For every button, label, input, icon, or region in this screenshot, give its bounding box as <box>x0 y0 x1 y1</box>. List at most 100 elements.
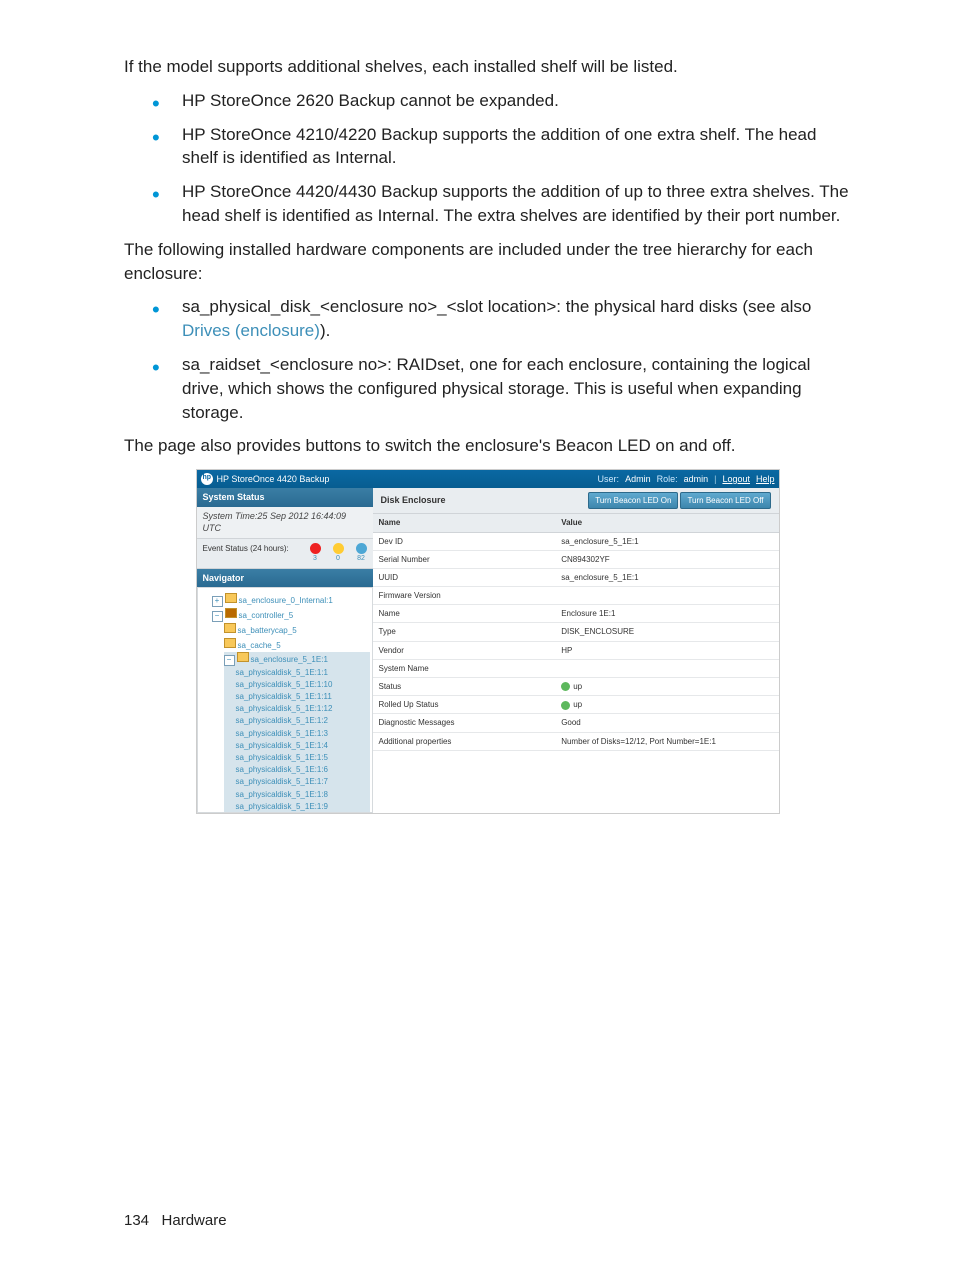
app-header: HP StoreOnce 4420 Backup User: Admin Rol… <box>197 470 779 488</box>
property-name: System Name <box>373 659 556 677</box>
warning-events-icon[interactable]: 0 <box>333 543 344 564</box>
tree-item[interactable]: sa_physicaldisk_5_1E:1:2 <box>236 715 370 726</box>
collapse-icon[interactable]: − <box>212 611 223 622</box>
tree-item[interactable]: sa_physicaldisk_5_1E:1:5 <box>236 752 370 763</box>
property-value: Good <box>555 714 778 732</box>
tree-item[interactable]: sa_batterycap_5 <box>224 623 370 636</box>
page-number: 134 <box>124 1212 149 1229</box>
content-header: Disk Enclosure Turn Beacon LED On Turn B… <box>373 488 779 514</box>
property-name: Serial Number <box>373 550 556 568</box>
table-row: Rolled Up Statusup <box>373 696 779 714</box>
right-panel: Disk Enclosure Turn Beacon LED On Turn B… <box>373 488 779 813</box>
tree-item[interactable]: sa_physicaldisk_5_1E:1:10 <box>236 679 370 690</box>
property-name: Rolled Up Status <box>373 696 556 714</box>
table-row: Additional propertiesNumber of Disks=12/… <box>373 732 779 750</box>
header-right: User: Admin Role: admin | Logout Help <box>598 473 775 486</box>
drives-enclosure-link[interactable]: Drives (enclosure) <box>182 321 320 340</box>
col-value-header: Value <box>555 514 778 532</box>
tree-item[interactable]: sa_cache_5 <box>224 638 370 651</box>
collapse-icon[interactable]: − <box>224 655 235 666</box>
property-value: sa_enclosure_5_1E:1 <box>555 568 778 586</box>
bullet-item: HP StoreOnce 4210/4220 Backup supports t… <box>182 123 851 171</box>
tree-item[interactable]: sa_physicaldisk_5_1E:1:1 <box>236 667 370 678</box>
page-footer: 134 Hardware <box>124 1210 227 1231</box>
table-row: VendorHP <box>373 641 779 659</box>
app-title: HP StoreOnce 4420 Backup <box>217 473 330 486</box>
property-name: Diagnostic Messages <box>373 714 556 732</box>
bullet-item: HP StoreOnce 4420/4430 Backup supports t… <box>182 180 851 228</box>
property-value: up <box>555 696 778 714</box>
tree-item[interactable]: sa_physicaldisk_5_1E:1:6 <box>236 764 370 775</box>
col-name-header: Name <box>373 514 556 532</box>
status-ok-icon <box>561 701 570 710</box>
property-name: Dev ID <box>373 532 556 550</box>
property-value: sa_enclosure_5_1E:1 <box>555 532 778 550</box>
table-row: Dev IDsa_enclosure_5_1E:1 <box>373 532 779 550</box>
model-bullets: HP StoreOnce 2620 Backup cannot be expan… <box>124 89 851 228</box>
property-value: CN894302YF <box>555 550 778 568</box>
properties-table: Name Value Dev IDsa_enclosure_5_1E:1Seri… <box>373 514 779 750</box>
tree-item-selected[interactable]: −sa_enclosure_5_1E:1 sa_physicaldisk_5_1… <box>224 652 370 812</box>
property-name: Type <box>373 623 556 641</box>
storeonce-ui-screenshot: HP StoreOnce 4420 Backup User: Admin Rol… <box>197 470 779 813</box>
content-title: Disk Enclosure <box>381 494 446 507</box>
tree-item[interactable]: sa_physicaldisk_5_1E:1:11 <box>236 691 370 702</box>
table-row: NameEnclosure 1E:1 <box>373 605 779 623</box>
beacon-off-button[interactable]: Turn Beacon LED Off <box>680 492 770 509</box>
beacon-paragraph: The page also provides buttons to switch… <box>124 434 851 458</box>
navigator-tree[interactable]: +sa_enclosure_0_Internal:1 −sa_controlle… <box>197 587 373 813</box>
role-value: admin <box>684 473 709 486</box>
table-row: Diagnostic MessagesGood <box>373 714 779 732</box>
tree-item[interactable]: sa_physicaldisk_5_1E:1:3 <box>236 728 370 739</box>
tree-item[interactable]: sa_physicaldisk_5_1E:1:7 <box>236 776 370 787</box>
property-value: up <box>555 678 778 696</box>
component-bullets: sa_physical_disk_<enclosure no>_<slot lo… <box>124 295 851 424</box>
user-value: Admin <box>625 473 651 486</box>
table-row: Statusup <box>373 678 779 696</box>
section-name: Hardware <box>162 1212 227 1229</box>
table-row: System Name <box>373 659 779 677</box>
intro-paragraph: If the model supports additional shelves… <box>124 55 851 79</box>
event-status: Event Status (24 hours): 3 0 82 <box>197 539 373 569</box>
bullet-item: sa_raidset_<enclosure no>: RAIDset, one … <box>182 353 851 424</box>
events-label: Event Status (24 hours): <box>203 544 289 553</box>
tree-item[interactable]: sa_physicaldisk_5_1E:1:9 <box>236 801 370 812</box>
table-row: Firmware Version <box>373 587 779 605</box>
system-status-header: System Status <box>197 488 373 507</box>
user-label: User: <box>598 473 620 486</box>
logout-link[interactable]: Logout <box>722 473 750 486</box>
tree-item[interactable]: sa_physicaldisk_5_1E:1:8 <box>236 789 370 800</box>
property-name: UUID <box>373 568 556 586</box>
property-name: Name <box>373 605 556 623</box>
bullet-item: HP StoreOnce 2620 Backup cannot be expan… <box>182 89 851 113</box>
document-body: If the model supports additional shelves… <box>124 55 851 458</box>
tree-item[interactable]: sa_physicaldisk_5_1E:1:12 <box>236 703 370 714</box>
property-name: Additional properties <box>373 732 556 750</box>
components-intro: The following installed hardware compone… <box>124 238 851 286</box>
property-value: HP <box>555 641 778 659</box>
bullet-item: sa_physical_disk_<enclosure no>_<slot lo… <box>182 295 851 343</box>
table-row: UUIDsa_enclosure_5_1E:1 <box>373 568 779 586</box>
tree-item[interactable]: −sa_controller_5 sa_batterycap_5 sa_cach… <box>212 608 370 813</box>
beacon-on-button[interactable]: Turn Beacon LED On <box>588 492 678 509</box>
property-name: Firmware Version <box>373 587 556 605</box>
property-name: Status <box>373 678 556 696</box>
table-row: Serial NumberCN894302YF <box>373 550 779 568</box>
system-time: System Time:25 Sep 2012 16:44:09 UTC <box>197 507 373 539</box>
collapse-icon[interactable]: + <box>212 596 223 607</box>
tree-item[interactable]: sa_physicaldisk_5_1E:1:4 <box>236 740 370 751</box>
table-row: TypeDISK_ENCLOSURE <box>373 623 779 641</box>
navigator-header: Navigator <box>197 569 373 588</box>
hp-logo-icon <box>201 473 213 485</box>
tree-item[interactable]: +sa_enclosure_0_Internal:1 <box>212 593 370 607</box>
property-value: Number of Disks=12/12, Port Number=1E:1 <box>555 732 778 750</box>
property-value: DISK_ENCLOSURE <box>555 623 778 641</box>
property-name: Vendor <box>373 641 556 659</box>
property-value: Enclosure 1E:1 <box>555 605 778 623</box>
property-value <box>555 659 778 677</box>
role-label: Role: <box>657 473 678 486</box>
critical-events-icon[interactable]: 3 <box>310 543 321 564</box>
help-link[interactable]: Help <box>756 473 775 486</box>
info-events-icon[interactable]: 82 <box>356 543 367 564</box>
property-value <box>555 587 778 605</box>
